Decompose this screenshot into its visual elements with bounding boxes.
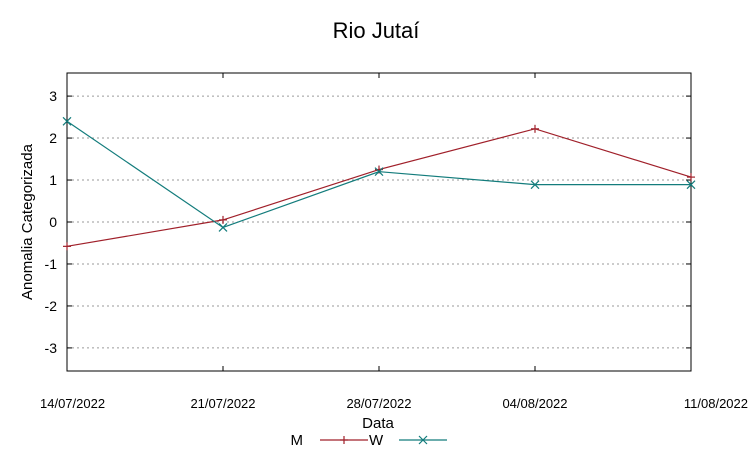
x-axis-label: Data [362,415,394,432]
series-line [66,128,692,247]
x-tick-label: 04/08/2022 [502,396,567,411]
legend-label: W [369,432,384,449]
data-point [530,180,540,190]
x-tick-label: 28/07/2022 [346,396,411,411]
data-point [62,116,72,126]
series-line [66,120,691,229]
x-tick-label: 14/07/2022 [40,396,105,411]
data-point [686,180,696,190]
plot-area [66,72,692,372]
data-point [218,223,228,232]
y-tick-label: -2 [45,298,58,314]
y-tick-label: -3 [45,340,58,356]
data-point [531,124,539,133]
y-axis-label: Anomalia Categorizada [19,143,36,300]
series-layer [62,116,696,251]
data-point [374,167,384,177]
x-tick-label: 11/08/2022 [684,396,748,411]
y-axis-ticks: -3 -2 -1 0 1 2 3 [45,88,691,356]
data-point [219,215,227,224]
data-point [63,242,71,251]
x-axis-ticks: 14/07/2022 21/07/2022 28/07/2022 04/08/2022… [40,73,748,411]
y-tick-label: 3 [49,88,57,104]
y-tick-label: 1 [49,172,57,188]
x-tick-label: 21/07/2022 [190,396,255,411]
data-point [687,173,695,182]
legend-marker [418,435,428,445]
legend-marker [340,436,348,444]
legend-label: M [291,432,304,449]
series-W [62,116,696,232]
series-M [63,124,695,251]
y-tick-label: 0 [49,214,57,230]
gridlines [67,95,691,349]
y-tick-label: 2 [49,130,57,146]
chart-title: Rio Jutaí [333,18,420,43]
y-tick-label: -1 [45,256,58,272]
